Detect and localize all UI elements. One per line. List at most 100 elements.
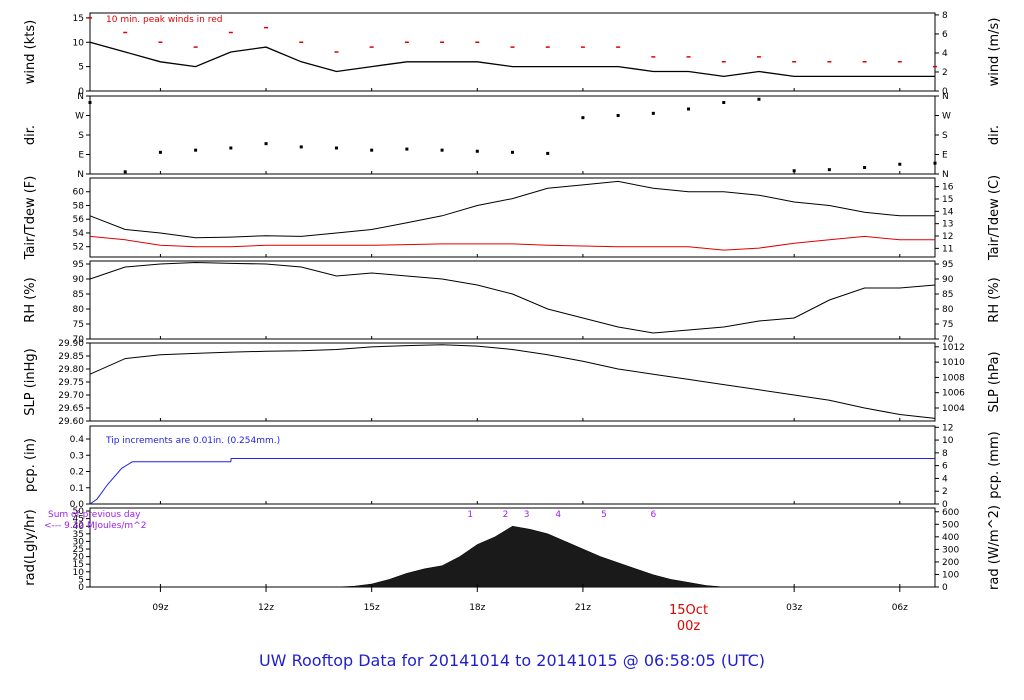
- panel-rh: 70 75 80 85 90 95 70 75 80 85 90 95 RH (%) RH (%): [23, 260, 1002, 345]
- y-tick-label-right: 1012: [942, 343, 965, 353]
- y-tick-label: 35: [73, 530, 84, 540]
- dir-point: [475, 149, 479, 153]
- y-tick-label-right: E: [942, 151, 948, 161]
- dir-point: [264, 142, 268, 146]
- plot-frame: [89, 342, 936, 422]
- dir-point: [616, 114, 620, 117]
- y-axis-label: wind (kts): [23, 20, 38, 84]
- y-tick-label: 50: [73, 507, 85, 517]
- y-tick-label-right: 300: [942, 545, 959, 555]
- y-tick-label-right: N: [942, 170, 949, 180]
- dir-point: [370, 148, 374, 152]
- dir-point: [581, 116, 585, 120]
- panel-pcp: 0.0 0.1 0.2 0.3 0.4 0 2 4 6 8 10 12 pcp. (in) pcp. (m…: [23, 423, 1002, 510]
- y-tick-label: 45: [73, 515, 84, 525]
- hour-marker: 3: [524, 510, 530, 520]
- y-tick-label-right: 13: [942, 220, 953, 230]
- hour-marker: 1: [467, 510, 473, 520]
- y-tick-label-right: S: [942, 131, 948, 141]
- x-tick-label: 03z: [786, 603, 802, 613]
- dir-point: [687, 107, 691, 111]
- rad-area: [336, 525, 724, 588]
- y-tick-label: 29.70: [58, 391, 84, 401]
- plot-frame: [89, 425, 936, 505]
- y-tick-label-right: 4: [942, 49, 948, 59]
- y-tick-label-right: 15: [942, 195, 953, 205]
- dir-point: [933, 161, 937, 165]
- y-tick-label-right: 12: [942, 423, 953, 433]
- dir-point: [898, 162, 902, 166]
- hour-marker: 6: [650, 510, 656, 520]
- y-tick-label: 29.85: [58, 352, 84, 362]
- date-label-hour: 00z: [677, 619, 701, 634]
- pcp-annotation: Tip increments are 0.01in. (0.254mm.): [105, 436, 280, 446]
- y-tick-label-right: 200: [942, 558, 959, 568]
- y-tick-label-right: 90: [942, 275, 954, 285]
- y-tick-label-right: 12: [942, 232, 953, 242]
- y-tick-label: 0: [78, 583, 84, 593]
- y-tick-label-right: 500: [942, 520, 959, 530]
- dir-point: [863, 166, 867, 169]
- y-tick-label-right: 8: [942, 11, 948, 21]
- y-axis-label-right: RH (%): [987, 277, 1002, 322]
- y-tick-label: 20: [73, 553, 85, 563]
- y-tick-label: 29.90: [58, 339, 84, 349]
- x-tick-label: 06z: [892, 603, 908, 613]
- y-axis-label: RH (%): [23, 277, 38, 322]
- y-tick-label: 85: [73, 290, 84, 300]
- y-tick-label: 58: [73, 201, 85, 211]
- dir-point: [722, 101, 726, 104]
- dir-point: [334, 146, 338, 150]
- wind-annotation: 10 min. peak winds in red: [106, 15, 223, 25]
- dir-point: [405, 147, 409, 151]
- y-tick-label-right: 10: [942, 436, 954, 446]
- y-tick-label: 15: [73, 14, 84, 24]
- plot-frame: [89, 12, 936, 92]
- x-tick-label: 18z: [469, 603, 485, 613]
- hour-marker: 2: [503, 510, 509, 520]
- dir-point: [229, 146, 233, 150]
- hour-marker: 5: [601, 510, 607, 520]
- y-tick-label: S: [78, 131, 84, 141]
- y-axis-label-right: SLP (hPa): [987, 351, 1002, 412]
- y-tick-label: 0.0: [70, 500, 85, 510]
- y-tick-label: 0.4: [70, 435, 85, 445]
- tdew-line: [89, 235, 935, 251]
- dir-point: [158, 150, 162, 154]
- y-tick-label-right: 0: [942, 87, 948, 97]
- plot-frame: [89, 177, 936, 258]
- y-tick-label-right: 4: [942, 474, 948, 484]
- y-axis-label-right: dir.: [987, 125, 1002, 145]
- dir-point: [792, 169, 796, 173]
- y-tick-label-right: 1008: [942, 373, 965, 383]
- y-axis-label-right: rad (W/m^2): [987, 505, 1002, 590]
- plot-frame: [89, 260, 936, 340]
- y-tick-label: 0.1: [70, 484, 84, 494]
- y-tick-label: 10: [73, 38, 85, 48]
- y-tick-label: 10: [73, 568, 85, 578]
- y-tick-label: 90: [73, 275, 85, 285]
- dir-point: [299, 145, 303, 149]
- panel-wind: 0 5 10 15 0 2 4 6 8 wind (kts) wind (m/s) 10 min. p…: [23, 11, 1002, 97]
- y-axis-label-right: pcp. (mm): [987, 431, 1002, 498]
- y-tick-label: 30: [73, 537, 85, 547]
- hour-marker: 4: [555, 510, 561, 520]
- x-tick-label: 21z: [575, 603, 591, 613]
- y-tick-label: 0.3: [70, 451, 84, 461]
- y-axis-label: rad(Lgly/hr): [23, 509, 38, 585]
- dir-point: [546, 151, 550, 155]
- dir-point: [88, 101, 92, 104]
- pcp-line: [89, 458, 935, 505]
- y-tick-label: 0.2: [70, 468, 84, 478]
- y-axis-label: dir.: [23, 125, 38, 145]
- y-tick-label-right: 6: [942, 30, 948, 40]
- panel-temp: 52 54 56 58 60 11 12 13 14 15 16 Tair/Tdew (F) Tair/…: [23, 175, 1002, 261]
- y-tick-label-right: 0: [942, 583, 948, 593]
- y-tick-label-right: 600: [942, 508, 959, 518]
- y-tick-label-right: 1006: [942, 389, 965, 399]
- panel-rad: 051015202530354045500100200300400500600r…: [23, 505, 1002, 593]
- figure-title: UW Rooftop Data for 20141014 to 20141015…: [259, 651, 765, 670]
